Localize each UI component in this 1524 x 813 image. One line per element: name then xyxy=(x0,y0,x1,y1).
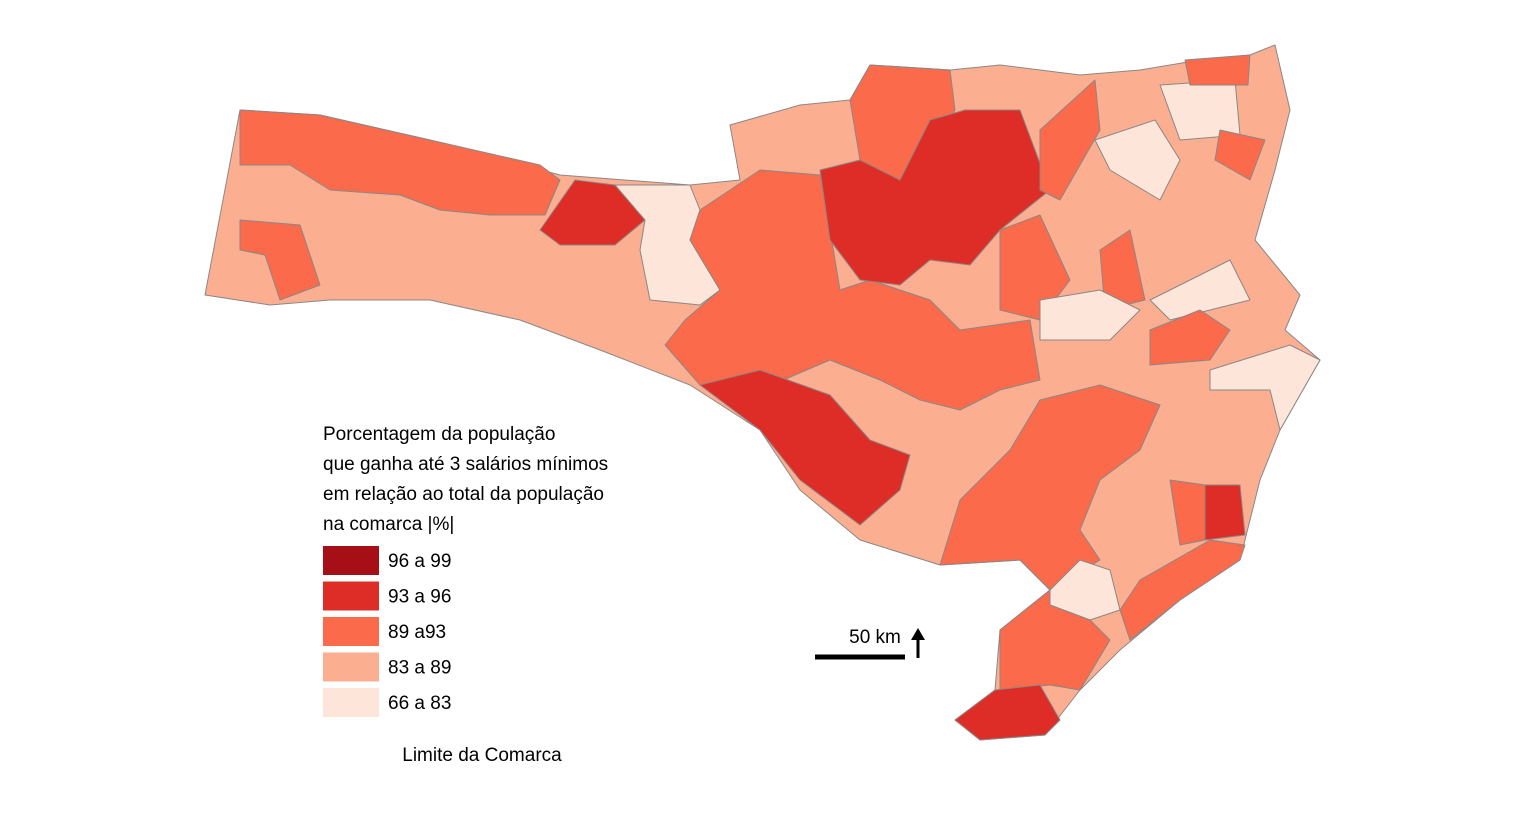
legend-swatch xyxy=(323,652,379,682)
legend: Porcentagem da população que ganha até 3 … xyxy=(323,424,608,717)
region xyxy=(699,369,911,526)
legend-title: em relação ao total da população xyxy=(323,484,604,505)
region xyxy=(664,169,1041,411)
legend-swatch xyxy=(323,688,379,717)
region xyxy=(239,219,321,301)
boundary-label: Limite da Comarca xyxy=(402,745,562,766)
scale-label: 50 km xyxy=(849,627,901,648)
legend-label: 83 a 89 xyxy=(388,658,451,679)
legend-swatch xyxy=(323,617,379,646)
legend-label: 93 a 96 xyxy=(388,587,451,608)
region xyxy=(1094,119,1181,201)
legend-label: 96 a 99 xyxy=(388,551,451,572)
region xyxy=(954,684,1061,741)
region xyxy=(1184,54,1251,86)
region xyxy=(1039,289,1141,341)
region xyxy=(1039,79,1101,201)
region xyxy=(1169,479,1206,546)
legend-label: 89 a93 xyxy=(388,622,446,643)
region xyxy=(819,109,1051,286)
legend-swatch xyxy=(323,581,379,611)
region xyxy=(1149,309,1231,366)
region xyxy=(1209,344,1321,431)
north-arrow xyxy=(911,628,925,640)
legend-title: Porcentagem da população xyxy=(323,424,555,445)
legend-title: na comarca |%| xyxy=(323,514,454,535)
map-regions xyxy=(204,44,1321,741)
legend-swatch xyxy=(323,546,379,575)
region xyxy=(239,109,561,216)
region xyxy=(1204,484,1246,541)
region xyxy=(939,384,1161,591)
region xyxy=(1099,229,1146,311)
region xyxy=(1149,259,1251,321)
region xyxy=(614,184,721,306)
region xyxy=(1119,539,1246,641)
legend-label: 66 a 83 xyxy=(388,693,451,714)
region xyxy=(1214,129,1266,181)
legend-title: que ganha até 3 salários mínimos xyxy=(323,454,608,475)
